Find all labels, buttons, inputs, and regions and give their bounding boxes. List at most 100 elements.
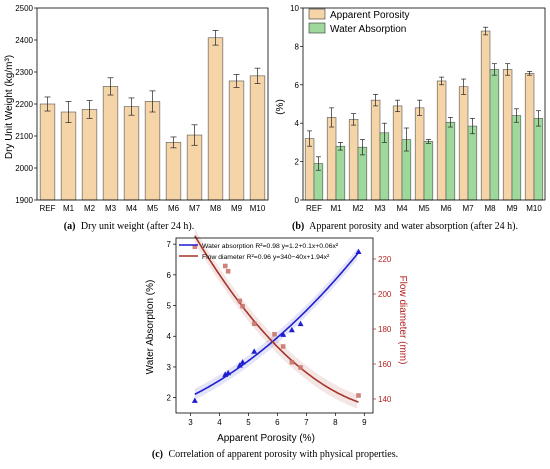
- point-water-absorption: [251, 348, 258, 354]
- bar-porosity-M7: [458, 86, 469, 201]
- caption-c-label: (c): [152, 449, 163, 460]
- x-tick-label-M9: M9: [231, 204, 243, 213]
- bar-absorption-M3: [379, 132, 390, 201]
- y2-tick-label: 220: [378, 255, 392, 264]
- legend-label-porosity: Apparent Porosity: [330, 10, 410, 21]
- bar-M2: [81, 109, 98, 201]
- bar-M8: [207, 37, 224, 201]
- caption-a-label: (a): [64, 221, 76, 232]
- x-tick-label: 5: [246, 418, 251, 427]
- y-tick-label: 10: [290, 4, 299, 13]
- bar-porosity-M3: [370, 99, 381, 201]
- x-tick-label-M5: M5: [147, 204, 159, 213]
- point-water-absorption: [297, 320, 304, 327]
- x-tick-label-M8: M8: [484, 204, 496, 213]
- point-flow-diameter: [222, 263, 228, 269]
- x-tick-label-M6: M6: [440, 204, 452, 213]
- point-flow-diameter: [289, 359, 295, 365]
- caption-c: (c) Correlation of apparent porosity wit…: [152, 449, 398, 460]
- bar-absorption-M7: [467, 125, 478, 201]
- point-water-absorption: [222, 371, 229, 377]
- point-water-absorption: [191, 397, 198, 403]
- bar-porosity-M5: [414, 107, 425, 201]
- y-tick-label: 3: [167, 363, 172, 372]
- fit-line-flow-diameter: [194, 235, 359, 403]
- bar-M3: [102, 86, 119, 201]
- x-tick-label-M3: M3: [105, 204, 117, 213]
- y-tick-label: 5: [167, 302, 172, 311]
- y-tick-label: 6: [295, 81, 300, 90]
- chart-c-y-axis-label: Water Absorption (%): [145, 280, 156, 375]
- x-tick-label-M7: M7: [189, 204, 201, 213]
- y-tick-label: 4: [167, 332, 172, 341]
- point-water-absorption: [236, 362, 243, 368]
- chart-b-y-axis-label: (%): [275, 99, 286, 115]
- chart-c-x-axis-label: Apparent Porosity (%): [217, 433, 315, 444]
- caption-a-text: Dry unit weight (after 24 h).: [81, 221, 194, 232]
- chart-c: 3 4 5 6 7 8 9 2 3 4 5 6 7 140 160 180 200 220 Apparent Po…: [145, 228, 408, 444]
- caption-b-label: (b): [292, 221, 304, 232]
- bar-absorption-M6: [445, 121, 456, 201]
- bar-porosity-M4: [392, 105, 403, 201]
- bar-REF: [39, 103, 56, 201]
- x-tick-label: 3: [188, 418, 193, 427]
- x-tick-label-M4: M4: [126, 204, 138, 213]
- bar-M4: [123, 106, 140, 201]
- legend-label-absorption: Water Absorption: [330, 24, 406, 35]
- bar-porosity-REF: [304, 138, 315, 201]
- point-water-absorption: [239, 359, 246, 365]
- bar-absorption-M8: [489, 69, 500, 201]
- y2-tick-label: 200: [378, 290, 392, 299]
- y-tick-label: 4: [295, 119, 300, 128]
- y-tick-label: 2300: [15, 68, 33, 77]
- bar-M9: [228, 80, 245, 201]
- bar-porosity-M10: [524, 72, 535, 201]
- x-tick-label: 8: [333, 418, 338, 427]
- x-tick-label-M5: M5: [418, 204, 430, 213]
- legend-label-water-absorption: Water absorption R²=0.98 y=1.2+0.1x+0.06…: [202, 243, 339, 250]
- caption-a: (a) Dry unit weight (after 24 h).: [64, 221, 194, 232]
- point-water-absorption: [280, 331, 287, 337]
- y2-tick-label: 160: [378, 360, 392, 369]
- y-tick-label: 6: [167, 271, 172, 280]
- point-flow-diameter: [280, 344, 286, 349]
- x-tick-label-M10: M10: [250, 204, 266, 213]
- x-tick-label-M2: M2: [84, 204, 96, 213]
- point-water-absorption: [288, 326, 295, 333]
- bar-M6: [165, 142, 182, 201]
- legend-label-flow-diameter: Flow diameter R²=0.96 y=340−40x+1.94x²: [202, 254, 330, 261]
- chart-b-legend: Apparent Porosity Water Absorption: [308, 8, 410, 35]
- y-tick-label: 1900: [15, 196, 33, 205]
- point-flow-diameter: [356, 393, 361, 398]
- y-tick-label: 7: [167, 240, 172, 249]
- fit-line-water-absorption: [194, 252, 360, 396]
- bar-porosity-M6: [436, 80, 447, 201]
- bar-absorption-M5: [423, 141, 434, 201]
- chart-c-legend: Water absorption R²=0.98 y=1.2+0.1x+0.06…: [179, 243, 339, 261]
- bar-absorption-M1: [335, 145, 346, 201]
- y-tick-label: 0: [295, 196, 300, 205]
- chart-a: REF M1 M2 M3 M4 M5 M6 M7 M8 M9 M10 1900 2000 2100 2200…: [4, 4, 269, 213]
- chart-b: REF M1 M2 M3 M4 M5 M6 M7 M8 M9 M10 0 2 4 6 8 10 (%) Appa…: [275, 4, 546, 213]
- point-flow-diameter: [225, 268, 231, 274]
- confidence-band-flow-diameter: [194, 228, 358, 409]
- point-water-absorption: [355, 248, 362, 255]
- bar-M10: [249, 75, 266, 201]
- bar-porosity-M1: [326, 117, 337, 201]
- point-flow-diameter: [237, 298, 243, 304]
- x-tick-label: 9: [362, 418, 367, 427]
- y-tick-label: 2000: [15, 164, 33, 173]
- y-tick-label: 2: [295, 158, 300, 167]
- bar-porosity-M9: [502, 69, 513, 201]
- y-tick-label: 2: [167, 394, 172, 403]
- x-tick-label-M9: M9: [506, 204, 518, 213]
- caption-b-text: Apparent porosity and water absorption (…: [309, 221, 518, 232]
- point-flow-diameter: [272, 331, 277, 337]
- point-flow-diameter: [240, 303, 245, 309]
- bar-porosity-M2: [348, 119, 359, 201]
- x-tick-label-M2: M2: [352, 204, 364, 213]
- y2-tick-label: 140: [378, 395, 392, 404]
- chart-c-frame: [175, 237, 374, 414]
- y-tick-label: 2100: [15, 132, 33, 141]
